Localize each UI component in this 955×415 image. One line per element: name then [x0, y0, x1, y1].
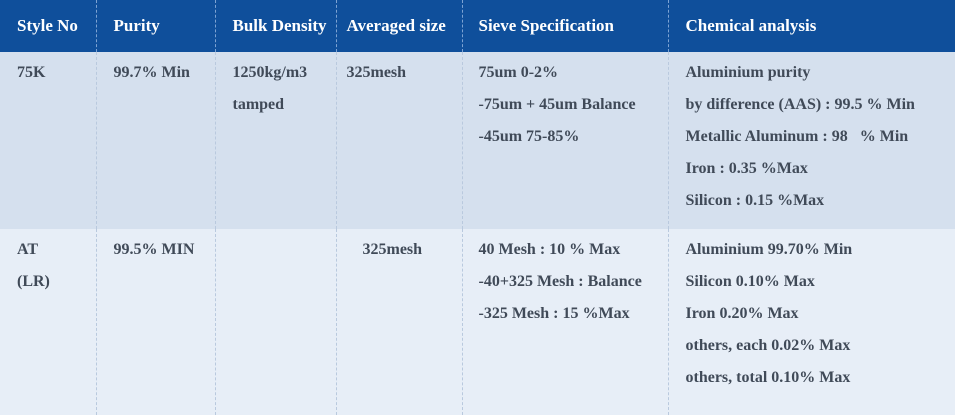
cell-averaged-size: 325mesh: [336, 52, 462, 229]
header-chemical-analysis: Chemical analysis: [668, 0, 955, 52]
cell-purity: 99.5% MIN: [96, 229, 215, 415]
averaged-size-value: 325mesh: [363, 234, 462, 266]
chemical-line: others, total 0.10% Max: [686, 362, 955, 394]
sieve-line: -45um 75-85%: [479, 121, 668, 153]
table-row: AT (LR) 99.5% MIN 325mesh 40 Mesh : 10 %…: [0, 229, 955, 415]
averaged-size-value: 325mesh: [347, 57, 462, 89]
cell-purity: 99.7% Min: [96, 52, 215, 229]
purity-value: 99.7% Min: [114, 57, 215, 89]
header-row: Style No Purity Bulk Density Averaged si…: [0, 0, 955, 52]
sieve-line: -325 Mesh : 15 %Max: [479, 298, 668, 330]
header-sieve-specification: Sieve Specification: [462, 0, 668, 52]
cell-bulk-density: 1250kg/m3 tamped: [215, 52, 336, 229]
style-no-line: 75K: [17, 57, 96, 89]
cell-style-no: 75K: [0, 52, 96, 229]
sieve-line: -40+325 Mesh : Balance: [479, 266, 668, 298]
cell-bulk-density: [215, 229, 336, 415]
chemical-line: Metallic Aluminum : 98 % Min: [686, 121, 955, 153]
cell-style-no: AT (LR): [0, 229, 96, 415]
chemical-line: Iron : 0.35 %Max: [686, 153, 955, 185]
table-body: 75K 99.7% Min 1250kg/m3 tamped 325mesh 7…: [0, 52, 955, 415]
cell-chemical-analysis: Aluminium purity by difference (AAS) : 9…: [668, 52, 955, 229]
header-averaged-size: Averaged size: [336, 0, 462, 52]
table-header: Style No Purity Bulk Density Averaged si…: [0, 0, 955, 52]
chemical-line: by difference (AAS) : 99.5 % Min: [686, 89, 955, 121]
cell-sieve-specification: 75um 0-2% -75um + 45um Balance -45um 75-…: [462, 52, 668, 229]
header-bulk-density: Bulk Density: [215, 0, 336, 52]
bulk-density-line: tamped: [233, 89, 336, 121]
header-purity: Purity: [96, 0, 215, 52]
chemical-line: Iron 0.20% Max: [686, 298, 955, 330]
cell-averaged-size: 325mesh: [336, 229, 462, 415]
chemical-line: Silicon 0.10% Max: [686, 266, 955, 298]
purity-value: 99.5% MIN: [114, 234, 215, 266]
chemical-line: Aluminium 99.70% Min: [686, 234, 955, 266]
chemical-line: Aluminium purity: [686, 57, 955, 89]
sieve-line: -75um + 45um Balance: [479, 89, 668, 121]
chemical-line: others, each 0.02% Max: [686, 330, 955, 362]
bulk-density-line: 1250kg/m3: [233, 57, 336, 89]
chemical-line: Silicon : 0.15 %Max: [686, 185, 955, 217]
style-no-line: (LR): [17, 266, 96, 298]
style-no-line: AT: [17, 234, 96, 266]
header-style-no: Style No: [0, 0, 96, 52]
sieve-line: 75um 0-2%: [479, 57, 668, 89]
cell-sieve-specification: 40 Mesh : 10 % Max -40+325 Mesh : Balanc…: [462, 229, 668, 415]
sieve-line: 40 Mesh : 10 % Max: [479, 234, 668, 266]
table-row: 75K 99.7% Min 1250kg/m3 tamped 325mesh 7…: [0, 52, 955, 229]
cell-chemical-analysis: Aluminium 99.70% Min Silicon 0.10% Max I…: [668, 229, 955, 415]
